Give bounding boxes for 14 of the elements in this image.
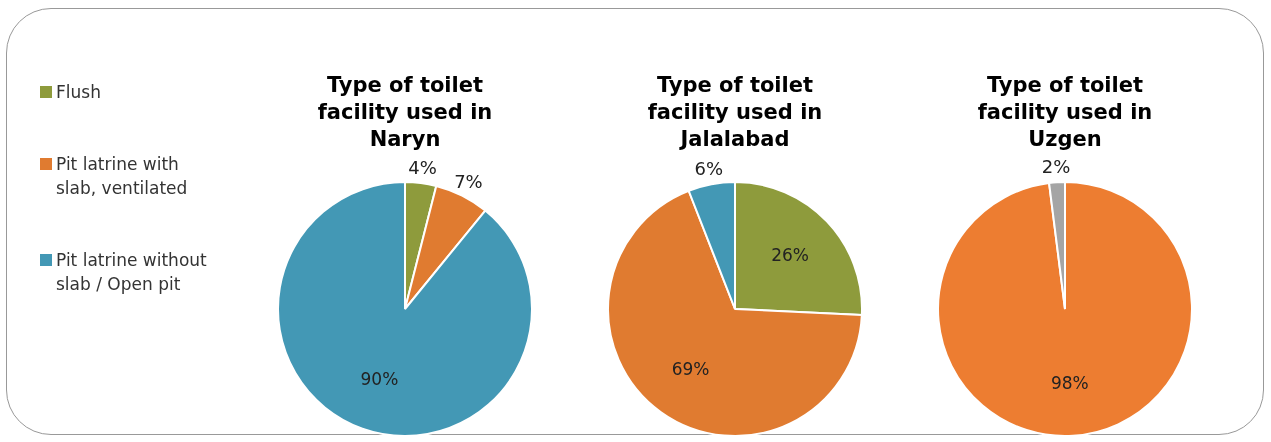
data-label: 26% (771, 244, 810, 265)
data-label: 98% (1050, 373, 1089, 394)
legend-label: Pit latrine with slab, ventilated (56, 153, 189, 200)
data-label: 90% (360, 369, 399, 390)
data-label: 2% (1041, 155, 1071, 177)
data-label: 6% (694, 158, 724, 180)
data-label: 7% (454, 170, 483, 192)
data-label: 69% (671, 359, 710, 380)
data-label: 4% (408, 156, 437, 178)
text: Type of toilet facility used in Naryn (316, 72, 494, 153)
chart-title: Type of toilet facility used in Uzgen (976, 72, 1154, 153)
chart-title: Type of toilet facility used in Jalalabad (646, 72, 824, 153)
legend-label: Flush (56, 81, 101, 104)
legend-label: Pit latrine without slab / Open pit (56, 249, 208, 296)
